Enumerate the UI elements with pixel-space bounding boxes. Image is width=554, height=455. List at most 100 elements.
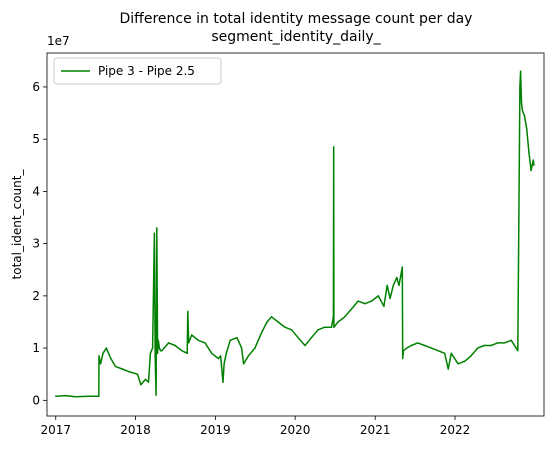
data-point <box>470 355 471 356</box>
data-point <box>159 347 160 348</box>
x-tick-label: 2019 <box>200 423 231 437</box>
data-point <box>198 340 199 341</box>
data-point <box>533 159 534 160</box>
data-point <box>137 374 138 375</box>
data-point <box>403 350 404 351</box>
y-tick-label: 6 <box>32 80 40 94</box>
data-point <box>448 368 449 369</box>
data-point <box>333 327 334 328</box>
data-point <box>402 358 403 359</box>
data-point <box>187 353 188 354</box>
data-point <box>364 303 365 304</box>
data-point <box>145 379 146 380</box>
data-point <box>333 146 334 147</box>
data-point <box>402 266 403 267</box>
data-point <box>204 342 205 343</box>
data-point <box>181 350 182 351</box>
data-point <box>497 342 498 343</box>
data-point <box>393 285 394 286</box>
data-point <box>230 340 231 341</box>
data-point <box>222 381 223 382</box>
data-point <box>218 358 219 359</box>
data-point <box>191 334 192 335</box>
data-point <box>160 350 161 351</box>
data-point <box>371 300 372 301</box>
data-point <box>522 110 523 111</box>
data-point <box>437 350 438 351</box>
y-axis-label-group: total_ident_count_ <box>10 169 24 280</box>
data-point <box>150 353 151 354</box>
y-tick-label: 2 <box>32 289 40 303</box>
data-point <box>457 363 458 364</box>
data-point <box>140 384 141 385</box>
data-point <box>98 355 99 356</box>
x-tick-label: 2017 <box>40 423 71 437</box>
data-point <box>337 321 338 322</box>
data-point <box>115 366 116 367</box>
legend: Pipe 3 - Pipe 2.5 <box>54 58 221 84</box>
data-point <box>148 381 149 382</box>
data-point <box>504 342 505 343</box>
data-point <box>383 306 384 307</box>
data-point <box>154 233 155 234</box>
data-point <box>406 347 407 348</box>
data-point <box>431 347 432 348</box>
data-point <box>277 321 278 322</box>
data-point <box>533 165 534 166</box>
data-point <box>241 347 242 348</box>
data-point <box>155 394 156 395</box>
data-point <box>387 285 388 286</box>
data-point <box>236 337 237 338</box>
data-point <box>122 368 123 369</box>
data-point <box>317 329 318 330</box>
data-point <box>220 355 221 356</box>
data-point <box>389 298 390 299</box>
y-tick-label: 1 <box>32 341 40 355</box>
x-tick-label: 2018 <box>120 423 151 437</box>
data-point <box>152 347 153 348</box>
data-point <box>351 308 352 309</box>
x-tick-label: 2020 <box>280 423 311 437</box>
data-point <box>464 361 465 362</box>
data-point <box>304 345 305 346</box>
data-point <box>331 327 332 328</box>
data-point <box>226 353 227 354</box>
y-offset-label: 1e7 <box>47 34 70 48</box>
data-point <box>519 86 520 87</box>
data-point <box>106 347 107 348</box>
data-point <box>128 371 129 372</box>
data-point <box>444 353 445 354</box>
y-axis-label: total_ident_count_ <box>10 169 24 280</box>
data-point <box>511 340 512 341</box>
legend-label: Pipe 3 - Pipe 2.5 <box>98 64 195 78</box>
data-point <box>98 396 99 397</box>
chart-title: Difference in total identity message cou… <box>120 11 473 27</box>
data-point <box>333 316 334 317</box>
data-point <box>324 327 325 328</box>
data-point <box>271 316 272 317</box>
data-point <box>517 350 518 351</box>
data-point <box>161 350 162 351</box>
data-point <box>65 395 66 396</box>
data-point <box>110 358 111 359</box>
data-point <box>344 316 345 317</box>
x-tick-label: 2022 <box>440 423 471 437</box>
data-point <box>424 345 425 346</box>
data-point <box>298 337 299 338</box>
data-point <box>521 102 522 103</box>
data-point <box>75 396 76 397</box>
y-tick-label: 5 <box>32 132 40 146</box>
data-point <box>520 71 521 72</box>
data-point <box>291 329 292 330</box>
data-point <box>168 342 169 343</box>
y-tick-label: 0 <box>32 393 40 407</box>
data-point <box>490 345 491 346</box>
data-point <box>284 327 285 328</box>
data-point <box>211 353 212 354</box>
data-point <box>174 345 175 346</box>
data-point <box>88 396 89 397</box>
data-point <box>188 342 189 343</box>
data-point <box>187 311 188 312</box>
data-point <box>102 353 103 354</box>
